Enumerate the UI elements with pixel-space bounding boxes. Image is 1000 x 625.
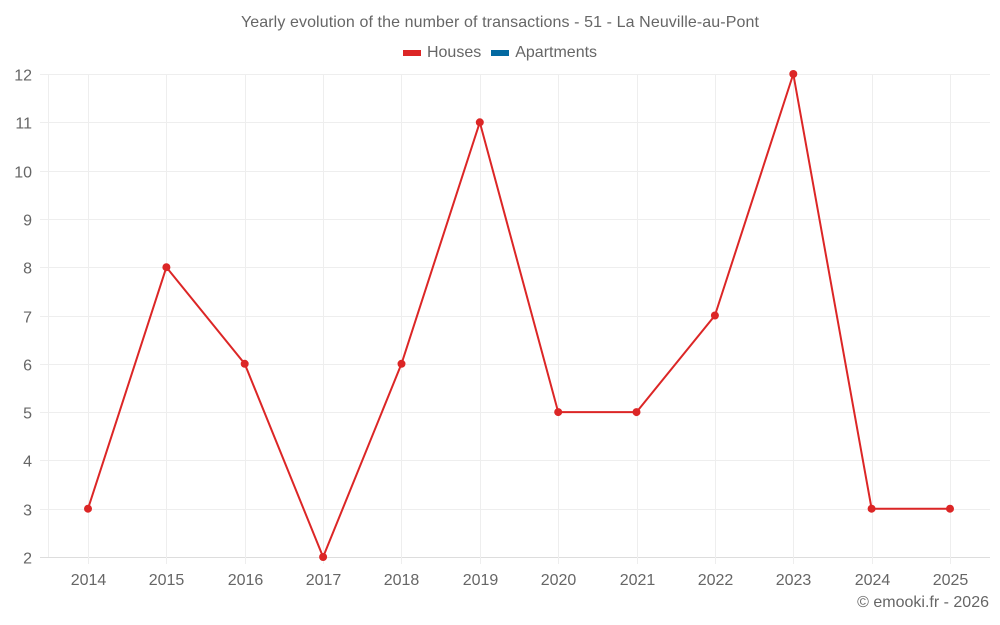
apartments-swatch-icon [491, 50, 510, 56]
y-tick-label: 8 [23, 261, 32, 278]
y-axis-labels: 2 3 4 5 6 7 8 9 10 11 12 [14, 68, 32, 568]
y-tick-label: 3 [23, 503, 32, 520]
x-tick-label: 2025 [933, 572, 969, 589]
x-axis-labels: 2014 2015 2016 2017 2018 2019 2020 2021 2022 2023… [71, 572, 969, 589]
y-tick-label: 7 [23, 310, 32, 327]
data-point[interactable] [475, 118, 484, 127]
data-point[interactable] [240, 359, 249, 368]
houses-swatch-icon [402, 50, 421, 56]
data-point[interactable] [632, 408, 641, 417]
x-tick-label: 2020 [541, 572, 577, 589]
data-point[interactable] [84, 504, 92, 513]
series-line [87, 73, 950, 558]
chart-legend: Houses Apartments [0, 44, 1000, 62]
y-tick-label: 10 [14, 165, 32, 182]
data-point[interactable] [946, 504, 954, 513]
y-tick-label: 2 [23, 551, 32, 568]
data-point[interactable] [789, 70, 798, 78]
data-point[interactable] [397, 359, 406, 368]
y-tick-label: 5 [23, 406, 32, 423]
data-point[interactable] [710, 311, 719, 320]
x-tick-label: 2015 [149, 572, 185, 589]
copyright-credit: © emooki.fr - 2026 [857, 594, 989, 611]
x-tick-label: 2024 [855, 572, 891, 589]
legend-item-houses[interactable]: Houses [402, 44, 482, 62]
x-tick-label: 2017 [306, 572, 342, 589]
x-tick-label: 2018 [384, 572, 420, 589]
data-point[interactable] [162, 263, 171, 272]
y-tick-label: 12 [14, 68, 32, 85]
series-houses [84, 70, 954, 561]
x-tick-label: 2016 [228, 572, 264, 589]
x-tick-label: 2021 [620, 572, 656, 589]
vertical-gridlines [48, 74, 951, 564]
y-tick-label: 9 [23, 213, 32, 230]
legend-label-apartments: Apartments [515, 44, 598, 61]
horizontal-gridlines [40, 74, 990, 558]
y-tick-label: 4 [23, 454, 32, 471]
y-tick-label: 11 [15, 116, 32, 133]
y-tick-label: 6 [23, 358, 32, 375]
x-tick-label: 2014 [71, 572, 107, 589]
legend-label-houses: Houses [426, 44, 482, 61]
legend-item-apartments[interactable]: Apartments [491, 44, 597, 62]
x-tick-label: 2019 [463, 572, 499, 589]
x-tick-label: 2022 [698, 572, 734, 589]
data-point[interactable] [319, 553, 328, 561]
chart-title: Yearly evolution of the number of transa… [240, 14, 760, 31]
x-tick-label: 2023 [776, 572, 812, 589]
data-point[interactable] [554, 408, 563, 417]
data-point[interactable] [867, 504, 876, 513]
